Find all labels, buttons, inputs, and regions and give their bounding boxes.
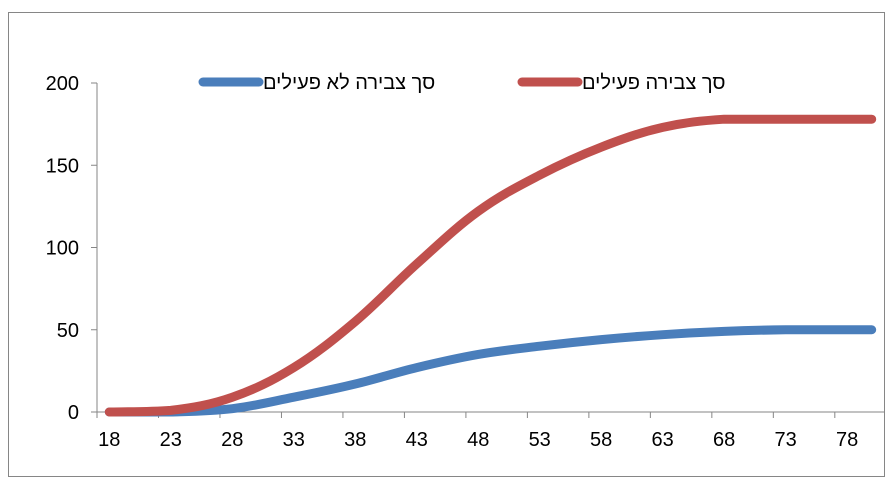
chart-border bbox=[8, 12, 885, 477]
legend-label-1: סך צבירה לא פעילים bbox=[263, 72, 435, 94]
y-tick-label: 150 bbox=[46, 155, 79, 177]
x-tick-label: 23 bbox=[160, 429, 182, 451]
x-tick-label: 78 bbox=[836, 429, 858, 451]
series-layer bbox=[104, 114, 877, 417]
x-tick-label: 58 bbox=[590, 429, 612, 451]
x-tick-label: 73 bbox=[775, 429, 797, 451]
series-line-1 bbox=[104, 325, 877, 417]
x-tick-label: 38 bbox=[344, 429, 366, 451]
y-tick-label: 0 bbox=[68, 402, 79, 424]
legend-label-2: סך צבירה פעילים bbox=[582, 72, 726, 94]
legend: סך צבירה לא פעילים סך צבירה פעילים bbox=[198, 72, 726, 94]
x-tick-label: 33 bbox=[283, 429, 305, 451]
y-tick-label: 50 bbox=[57, 320, 79, 342]
x-tick-label: 18 bbox=[98, 429, 120, 451]
x-tick-label: 28 bbox=[221, 429, 243, 451]
y-tick-label: 200 bbox=[46, 73, 79, 95]
x-tick-label: 48 bbox=[467, 429, 489, 451]
axes: 0 50 100 150 200 18 23 28 33 38 43 48 53 58 63 68 73 78 bbox=[46, 73, 884, 451]
x-tick-label: 63 bbox=[652, 429, 674, 451]
y-tick-label: 100 bbox=[46, 238, 79, 260]
x-tick-label: 68 bbox=[713, 429, 735, 451]
series-line-2 bbox=[104, 114, 877, 417]
x-tick-label: 43 bbox=[406, 429, 428, 451]
x-tick-label: 53 bbox=[529, 429, 551, 451]
